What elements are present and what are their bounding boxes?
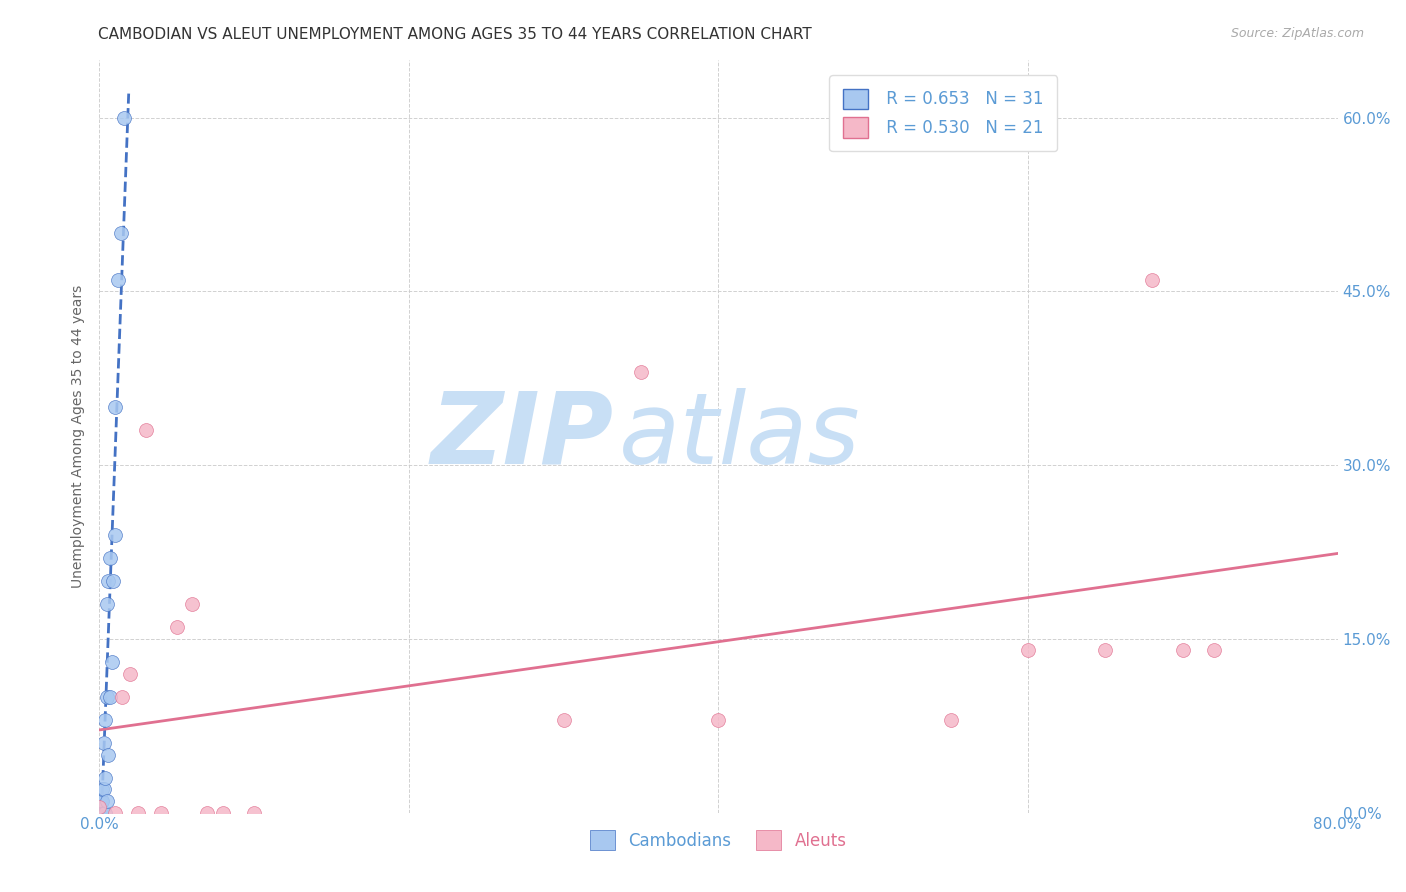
Point — [135, 423, 157, 437]
Point — [90, 805, 112, 820]
Point — [93, 782, 115, 797]
Point — [98, 550, 121, 565]
Point — [1017, 643, 1039, 657]
Point — [89, 805, 111, 820]
Point — [90, 805, 112, 820]
Point — [89, 799, 111, 814]
Point — [1202, 643, 1225, 657]
Text: atlas: atlas — [619, 387, 860, 484]
Point — [96, 690, 118, 704]
Point — [101, 574, 124, 588]
Point — [212, 805, 235, 820]
Point — [707, 713, 730, 727]
Point — [110, 227, 132, 241]
Point — [91, 805, 114, 820]
Point — [181, 597, 204, 611]
Point — [107, 273, 129, 287]
Point — [630, 365, 652, 379]
Point — [1094, 643, 1116, 657]
Point — [90, 794, 112, 808]
Point — [1140, 273, 1163, 287]
Point — [91, 782, 114, 797]
Legend:  R = 0.653   N = 31,  R = 0.530   N = 21: R = 0.653 N = 31, R = 0.530 N = 21 — [830, 76, 1057, 151]
Point — [104, 527, 127, 541]
Y-axis label: Unemployment Among Ages 35 to 44 years: Unemployment Among Ages 35 to 44 years — [72, 285, 86, 588]
Point — [197, 805, 219, 820]
Text: ZIP: ZIP — [430, 387, 613, 484]
Point — [93, 736, 115, 750]
Point — [89, 805, 111, 820]
Point — [1171, 643, 1194, 657]
Point — [120, 666, 142, 681]
Point — [89, 799, 111, 814]
Text: CAMBODIAN VS ALEUT UNEMPLOYMENT AMONG AGES 35 TO 44 YEARS CORRELATION CHART: CAMBODIAN VS ALEUT UNEMPLOYMENT AMONG AG… — [98, 27, 813, 42]
Point — [97, 747, 120, 762]
Point — [553, 713, 575, 727]
Point — [94, 713, 117, 727]
Point — [150, 805, 173, 820]
Point — [939, 713, 962, 727]
Point — [96, 597, 118, 611]
Point — [166, 620, 188, 634]
Point — [112, 111, 135, 125]
Point — [89, 805, 111, 820]
Point — [96, 794, 118, 808]
Point — [89, 805, 111, 820]
Point — [111, 690, 134, 704]
Point — [94, 805, 117, 820]
Point — [93, 805, 115, 820]
Point — [243, 805, 266, 820]
Point — [97, 574, 120, 588]
Point — [104, 400, 127, 414]
Text: Source: ZipAtlas.com: Source: ZipAtlas.com — [1230, 27, 1364, 40]
Point — [98, 690, 121, 704]
Point — [91, 794, 114, 808]
Point — [104, 805, 127, 820]
Point — [100, 655, 122, 669]
Point — [94, 771, 117, 785]
Point — [127, 805, 149, 820]
